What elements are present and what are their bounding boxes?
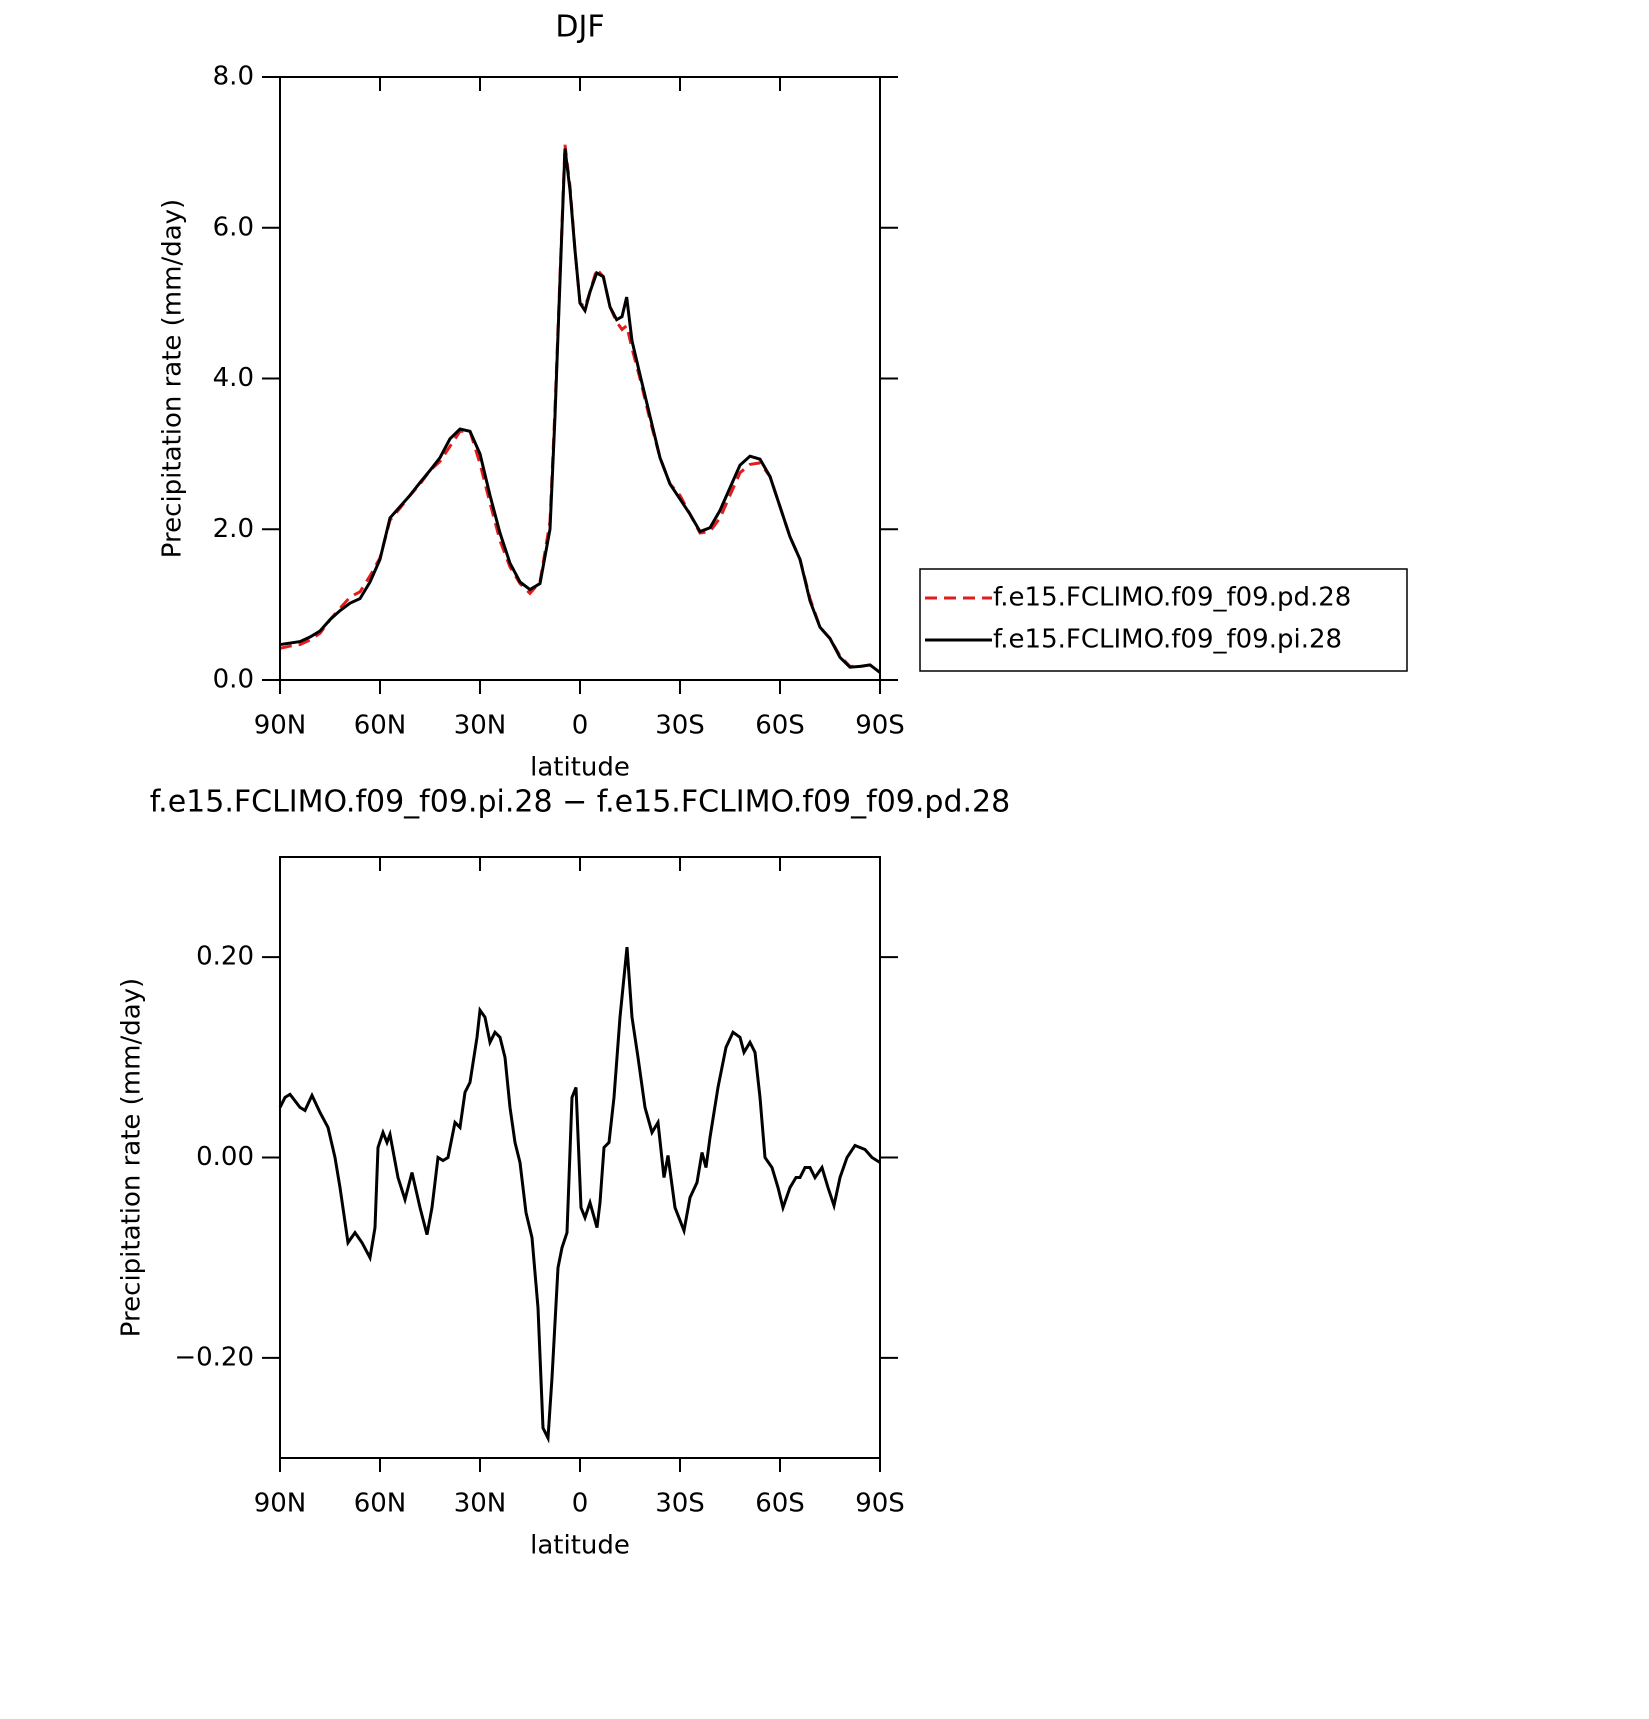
y-tick-label: −0.20 [174,1342,254,1372]
y-tick-label: 0.00 [196,1142,254,1172]
x-tick-label: 30N [454,1489,507,1519]
y-tick-label: 8.0 [213,62,254,92]
legend-label: f.e15.FCLIMO.f09_f09.pi.28 [993,625,1342,655]
data-line [278,947,881,1444]
x-tick-label: 30S [655,1489,705,1519]
x-tick-label: 90N [254,1489,307,1519]
y-axis-label: Precipitation rate (mm/day) [158,199,188,558]
legend-label: f.e15.FCLIMO.f09_f09.pd.28 [993,583,1351,613]
x-tick-label: 90S [855,1489,905,1519]
chart-title: DJF [555,10,604,45]
x-tick-label: 60N [354,1489,407,1519]
x-tick-label: 60N [354,711,407,741]
x-tick-label: 0 [572,1489,589,1519]
plot-frame [279,856,881,1459]
y-tick-label: 6.0 [213,212,254,242]
x-axis-label: latitude [530,1531,630,1561]
x-tick-label: 30N [454,711,507,741]
y-axis-label: Precipitation rate (mm/day) [117,978,147,1337]
x-tick-label: 60S [755,1489,805,1519]
x-tick-label: 90N [254,711,307,741]
chart-title: f.e15.FCLIMO.f09_f09.pi.28 − f.e15.FCLIM… [150,785,1010,820]
y-tick-label: 4.0 [213,363,254,393]
y-tick-label: 0.0 [213,665,254,695]
x-tick-label: 0 [572,711,589,741]
legend-box [919,568,1408,672]
plot-frame [279,76,881,681]
data-line [279,144,881,674]
x-tick-label: 90S [855,711,905,741]
x-axis-label: latitude [530,753,630,783]
y-tick-label: 0.20 [196,942,254,972]
chart-panel: f.e15.FCLIMO.f09_f09.pi.28 − f.e15.FCLIM… [117,785,1011,1561]
data-line [279,148,881,674]
x-tick-label: 30S [655,711,705,741]
y-tick-label: 2.0 [213,514,254,544]
x-tick-label: 60S [755,711,805,741]
chart-panel: DJF latitude Precipitation rate (mm/day) 0.… [158,10,1408,783]
